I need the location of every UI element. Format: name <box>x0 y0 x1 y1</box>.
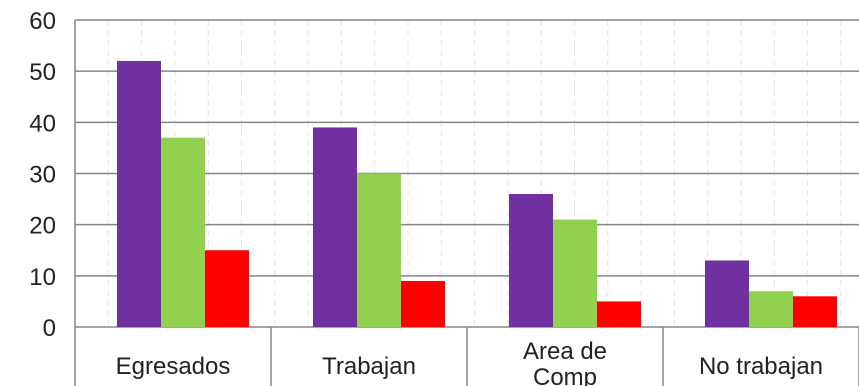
category-label: No trabajan <box>699 353 823 380</box>
bars <box>117 60 837 327</box>
bar <box>749 291 793 327</box>
y-tick-labels: 0 10 20 30 40 50 60 <box>29 8 56 342</box>
y-tick-label: 10 <box>29 264 56 291</box>
axes <box>74 20 859 386</box>
y-tick-label: 50 <box>29 59 56 86</box>
y-tick-label: 60 <box>29 8 56 35</box>
category-label: Egresados <box>116 353 231 380</box>
y-tick-label: 20 <box>29 213 56 240</box>
y-tick-label: 0 <box>43 315 56 342</box>
y-tick-label: 30 <box>29 162 56 189</box>
bar <box>509 193 553 327</box>
bar <box>553 219 597 327</box>
bar <box>357 173 401 327</box>
bar <box>161 137 205 327</box>
bar <box>597 301 641 327</box>
bar <box>205 250 249 327</box>
category-label: Trabajan <box>322 353 416 380</box>
y-tick-label: 40 <box>29 110 56 137</box>
bar <box>705 260 749 327</box>
category-label-line: Area de <box>523 338 607 365</box>
bar <box>401 280 445 327</box>
bar <box>793 296 837 327</box>
bar <box>313 127 357 327</box>
bar <box>117 60 161 327</box>
category-label-line: Comp <box>533 364 597 386</box>
